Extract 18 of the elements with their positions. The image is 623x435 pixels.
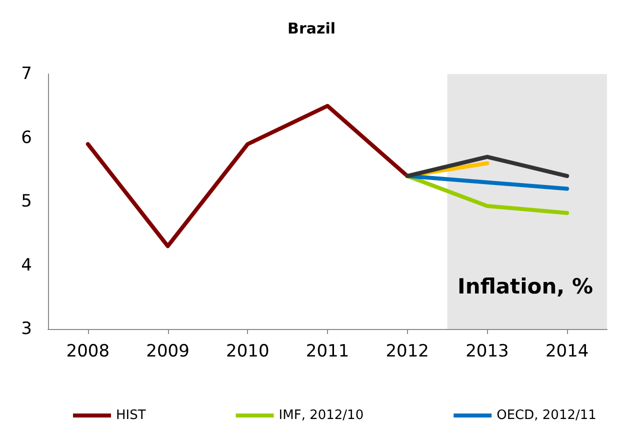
x-tick-label: 2008 — [66, 342, 110, 362]
line-series — [86, 104, 410, 248]
y-tick-label: 6 — [21, 128, 32, 148]
y-tick-label: 3 — [21, 319, 32, 339]
chart-title: Brazil — [288, 20, 336, 38]
y-tick-label: 5 — [21, 192, 32, 212]
x-tick-label: 2014 — [545, 342, 589, 362]
legend-label: OECD, 2012/11 — [496, 408, 596, 423]
x-tick-label: 2010 — [226, 342, 270, 362]
legend-label: HIST — [116, 408, 146, 423]
x-tick-label: 2009 — [146, 342, 190, 362]
y-tick-label: 4 — [21, 255, 32, 276]
x-tick-label: 2013 — [466, 342, 509, 362]
legend-label: IMF, 2012/10 — [278, 408, 364, 423]
y-tick-label: 7 — [21, 64, 32, 84]
x-tick-label: 2012 — [386, 342, 429, 362]
x-tick-label: 2011 — [306, 342, 350, 362]
annotation: Inflation, % — [458, 274, 594, 298]
